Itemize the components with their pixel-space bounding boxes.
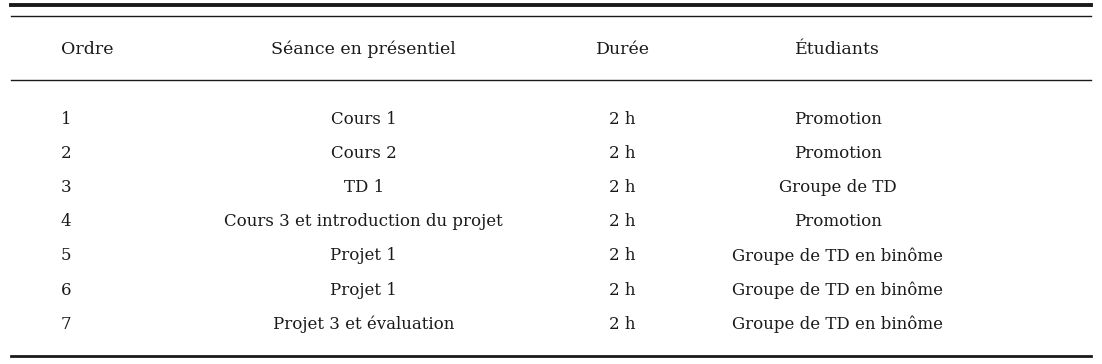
- Text: 1: 1: [61, 111, 72, 127]
- Text: 2 h: 2 h: [609, 316, 636, 333]
- Text: Séance en présentiel: Séance en présentiel: [271, 40, 456, 58]
- Text: 5: 5: [61, 248, 72, 264]
- Text: Cours 1: Cours 1: [331, 111, 397, 127]
- Text: 6: 6: [61, 282, 72, 298]
- Text: 2 h: 2 h: [609, 282, 636, 298]
- Text: 2 h: 2 h: [609, 213, 636, 230]
- Text: Groupe de TD en binôme: Groupe de TD en binôme: [732, 316, 943, 333]
- Text: Étudiants: Étudiants: [795, 41, 880, 58]
- Text: Ordre: Ordre: [61, 41, 114, 58]
- Text: Groupe de TD en binôme: Groupe de TD en binôme: [732, 281, 943, 299]
- Text: 7: 7: [61, 316, 72, 333]
- Text: 2: 2: [61, 145, 72, 162]
- Text: Promotion: Promotion: [793, 145, 882, 162]
- Text: Projet 1: Projet 1: [331, 282, 397, 298]
- Text: 2 h: 2 h: [609, 111, 636, 127]
- Text: Cours 3 et introduction du projet: Cours 3 et introduction du projet: [225, 213, 503, 230]
- Text: 2 h: 2 h: [609, 248, 636, 264]
- Text: Cours 2: Cours 2: [331, 145, 397, 162]
- Text: Projet 1: Projet 1: [331, 248, 397, 264]
- Text: Promotion: Promotion: [793, 213, 882, 230]
- Text: Promotion: Promotion: [793, 111, 882, 127]
- Text: Projet 3 et évaluation: Projet 3 et évaluation: [273, 316, 454, 333]
- Text: TD 1: TD 1: [344, 179, 383, 196]
- Text: 2 h: 2 h: [609, 145, 636, 162]
- Text: 4: 4: [61, 213, 72, 230]
- Text: Groupe de TD: Groupe de TD: [779, 179, 896, 196]
- Text: 2 h: 2 h: [609, 179, 636, 196]
- Text: 3: 3: [61, 179, 72, 196]
- Text: Durée: Durée: [595, 41, 650, 58]
- Text: Groupe de TD en binôme: Groupe de TD en binôme: [732, 247, 943, 265]
